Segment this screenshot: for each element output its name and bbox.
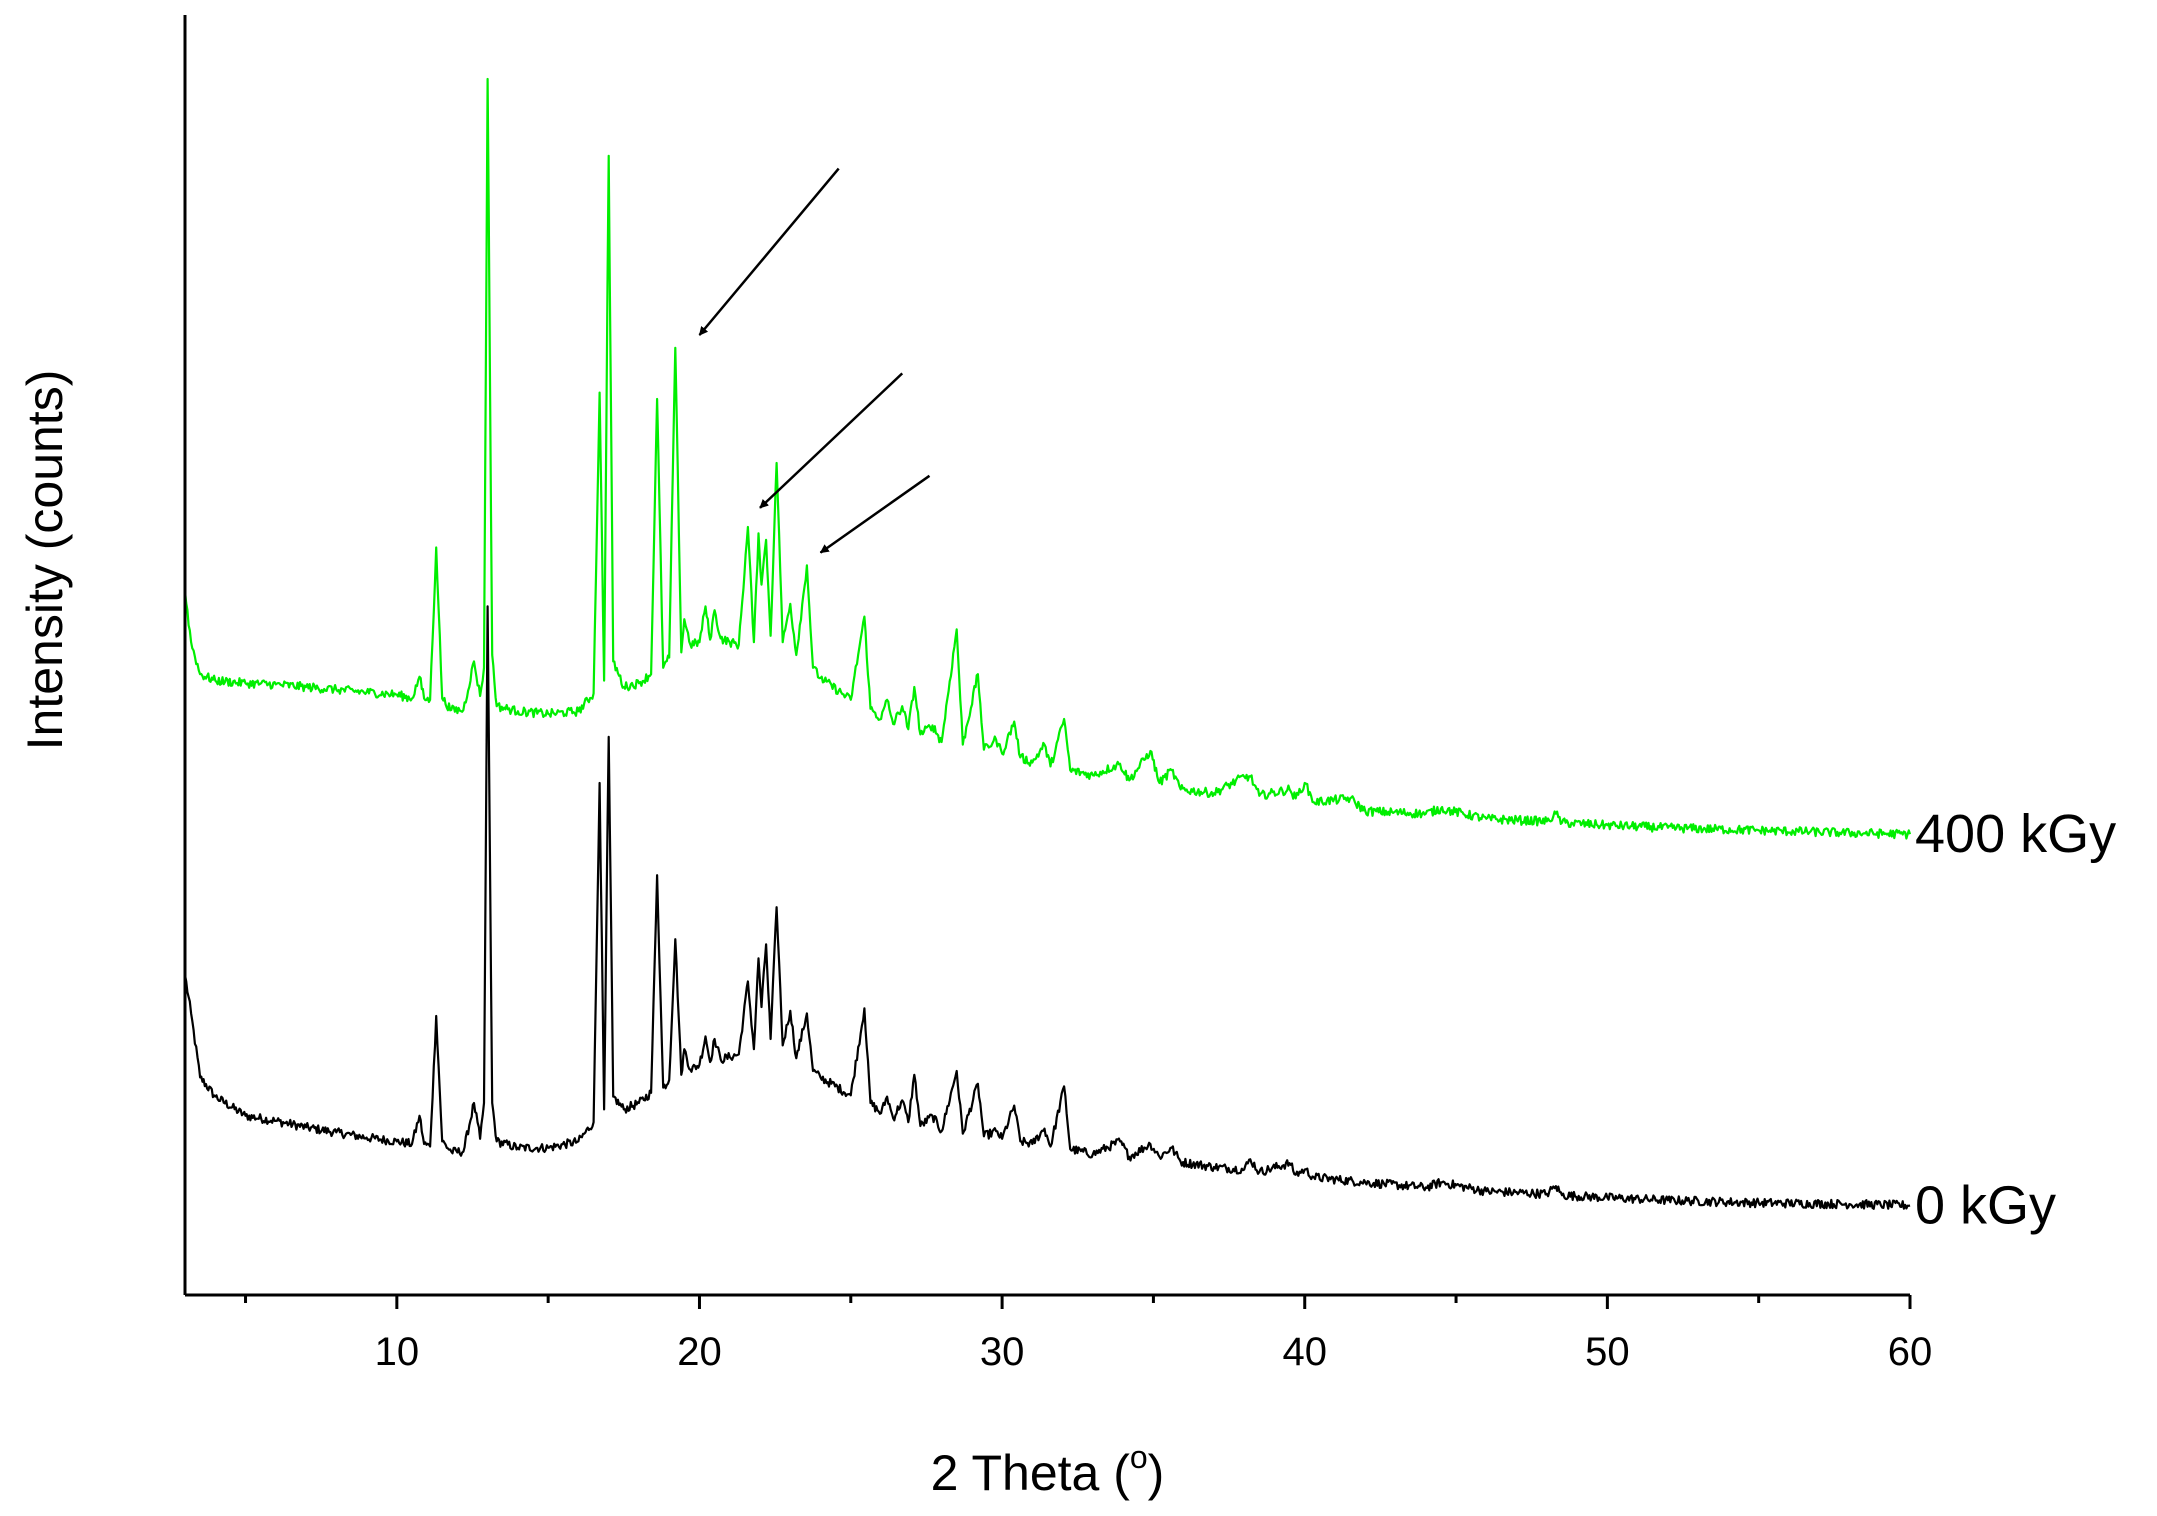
annotation-layer [698, 167, 931, 554]
annotation-arrow [698, 167, 840, 336]
x-tick-label: 50 [1585, 1330, 1630, 1374]
annotation-arrow [759, 372, 904, 509]
x-axis-title-close: ) [1148, 1445, 1165, 1501]
x-tick-label: 10 [375, 1330, 420, 1374]
series-label: 400 kGy [1915, 804, 2116, 864]
x-axis-title-text: 2 Theta ( [931, 1445, 1131, 1501]
y-axis-title: Intensity (counts) [17, 370, 73, 751]
x-axis-title-degree: o [1130, 1439, 1148, 1475]
x-tick-label: 30 [980, 1330, 1025, 1374]
x-axis-title: 2 Theta (o) [931, 1439, 1165, 1501]
x-axis-ticks: 10 20 30 40 50 60 [244, 1295, 1933, 1374]
axes [183, 15, 1910, 1297]
x-tick-label: 60 [1888, 1330, 1933, 1374]
series-labels: 0 kGy 400 kGy [1915, 804, 2116, 1235]
series-label: 0 kGy [1915, 1175, 2056, 1235]
series-line-400-kgy [183, 77, 1912, 840]
series-line-0-kgy [183, 605, 1911, 1210]
x-tick-label: 20 [677, 1330, 722, 1374]
annotation-arrow [819, 474, 931, 554]
series-layer [183, 77, 1912, 1210]
x-tick-label: 40 [1282, 1330, 1327, 1374]
